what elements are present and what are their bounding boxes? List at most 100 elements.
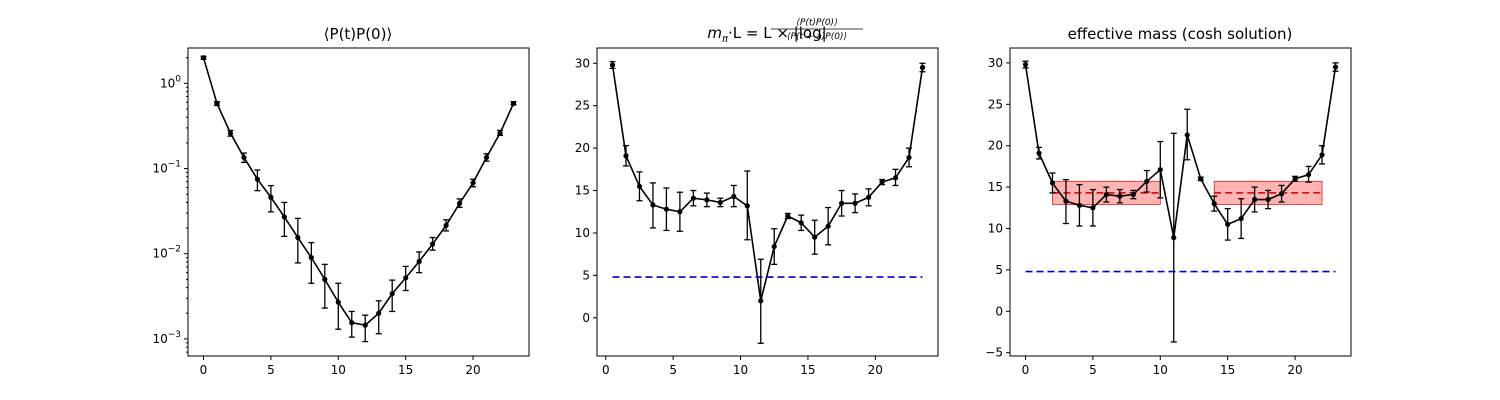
- y-tick-label: 30: [575, 56, 590, 70]
- panel-correlator: ⟨P(t)P(0)⟩ 0 5 10 15 20 100 10−1 10−2 10−3: [152, 25, 530, 377]
- x-tick-label: 5: [1089, 363, 1097, 377]
- x-tick-label: 0: [602, 363, 610, 377]
- data-point: [744, 203, 750, 209]
- data-point: [308, 255, 314, 261]
- data-point: [1049, 180, 1056, 186]
- x-tick-label: 20: [465, 363, 480, 377]
- data-point: [677, 209, 683, 215]
- data-point: [1103, 191, 1109, 198]
- panel-title: mπ·L = L × |log|: [707, 24, 826, 45]
- data-point: [825, 223, 831, 229]
- data-point: [403, 275, 409, 281]
- title-middle: ·L = L × |log: [728, 24, 822, 42]
- title-denominator: ⟨P(t + a)P(0)⟩: [787, 32, 847, 42]
- data-point: [268, 194, 274, 200]
- y-tick-label: 5: [582, 268, 590, 282]
- series-line: [611, 64, 924, 302]
- data-point: [906, 154, 912, 161]
- data-point: [623, 153, 629, 159]
- x-tick-label: 10: [331, 363, 346, 377]
- data-point: [1225, 221, 1231, 227]
- x-tick-label: 10: [733, 363, 748, 377]
- x-tick-label: 5: [267, 363, 275, 377]
- title-subscript: π: [722, 34, 729, 45]
- y-tick-label: 0: [995, 304, 1003, 318]
- data-point: [1238, 215, 1244, 222]
- y-tick-label: 10−2: [152, 245, 181, 261]
- y-tick-label: 10: [988, 221, 1003, 235]
- data-point: [335, 299, 341, 305]
- data-point: [1332, 64, 1339, 70]
- data-point: [852, 200, 858, 206]
- data-point: [322, 276, 328, 282]
- data-point: [443, 222, 449, 229]
- data-point: [1278, 191, 1285, 197]
- x-tick-label: 15: [398, 363, 413, 377]
- data-point: [227, 130, 234, 136]
- data-point: [1252, 196, 1258, 203]
- title-end: |: [822, 24, 827, 42]
- series-line: [1024, 64, 1337, 238]
- data-point: [362, 322, 368, 328]
- plot-layer: [200, 55, 517, 343]
- data-point: [758, 298, 764, 304]
- panel-title: ⟨P(t)P(0)⟩: [324, 25, 393, 43]
- panel-effective-mass: effective mass (cosh solution) 0 5 10 15 20 −…: [985, 25, 1352, 377]
- data-point: [650, 202, 656, 208]
- series-line: [202, 57, 515, 327]
- x-tick-label: 10: [1153, 363, 1168, 377]
- data-point: [376, 310, 382, 316]
- y-tick-label: 5: [995, 263, 1003, 277]
- y-tick-label: 25: [575, 99, 590, 113]
- panel-title: effective mass (cosh solution): [1068, 25, 1293, 43]
- axes-frame: [596, 47, 939, 357]
- y-tick-label: 10−3: [152, 330, 181, 346]
- y-tick-label: 100: [160, 74, 181, 90]
- data-point: [798, 220, 804, 226]
- data-point: [609, 62, 616, 68]
- data-point: [879, 179, 885, 185]
- data-point: [1211, 201, 1217, 207]
- data-point: [416, 258, 422, 265]
- data-point: [1117, 193, 1123, 199]
- y-tick-label: 10: [575, 226, 590, 240]
- x-tick-label: 15: [800, 363, 815, 377]
- data-point: [1184, 132, 1190, 138]
- data-point: [1036, 150, 1042, 156]
- data-point: [717, 199, 723, 206]
- data-point: [295, 234, 301, 241]
- y-tick-label: 25: [988, 97, 1003, 111]
- x-tick-label: 0: [1022, 363, 1030, 377]
- data-point: [771, 243, 777, 250]
- data-point: [456, 200, 463, 206]
- data-point: [636, 183, 643, 189]
- y-tick-label: 15: [988, 180, 1003, 194]
- y-tick-label: 20: [988, 139, 1003, 153]
- y-tick-label: 0: [582, 311, 590, 325]
- title-m: m: [707, 24, 722, 42]
- data-point: [704, 197, 710, 203]
- data-point: [254, 176, 261, 182]
- y-tick-label: 20: [575, 141, 590, 155]
- data-point: [1305, 172, 1312, 178]
- data-point: [690, 195, 696, 201]
- axes-frame: [1009, 47, 1352, 357]
- data-point: [1265, 196, 1271, 203]
- x-tick-label: 20: [1287, 363, 1302, 377]
- x-tick-label: 0: [200, 363, 208, 377]
- data-point: [1022, 61, 1029, 68]
- data-point: [1076, 202, 1083, 208]
- x-tick-label: 5: [669, 363, 677, 377]
- data-point: [1292, 176, 1298, 182]
- data-point: [1144, 178, 1150, 184]
- tick-layer: 0 5 10 15 20 100 10−1 10−2 10−3: [152, 57, 481, 377]
- axes-frame: [187, 47, 530, 357]
- data-point: [349, 320, 355, 326]
- data-point: [483, 154, 490, 161]
- data-point: [241, 154, 247, 161]
- tick-layer: 0 5 10 15 20 −5 0 5 10 15 20 25 30: [985, 56, 1302, 377]
- plot-layer: [609, 60, 926, 344]
- data-point: [919, 64, 926, 71]
- data-point: [1198, 176, 1204, 182]
- title-numerator: ⟨P(t)P(0)⟩: [796, 18, 837, 28]
